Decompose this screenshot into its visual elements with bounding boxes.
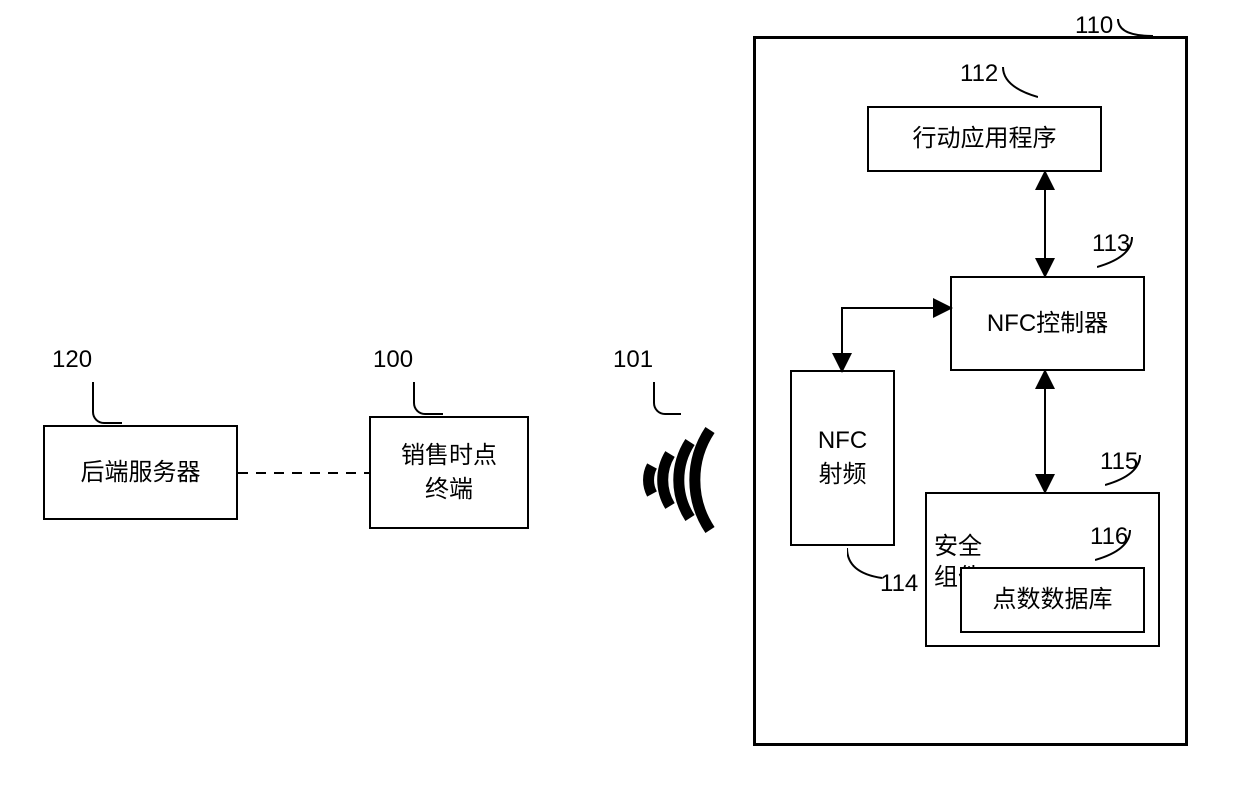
- box-nfc-controller: NFC控制器: [950, 276, 1145, 371]
- ref-120: 120: [52, 346, 92, 374]
- tick-113: [1097, 237, 1137, 277]
- wireless-icon: [608, 400, 738, 560]
- box-backend-server: 后端服务器: [43, 425, 238, 520]
- tick-100: [413, 382, 443, 415]
- box-points-db: 点数数据库: [960, 567, 1145, 633]
- box-nfc-rf: NFC 射频: [790, 370, 895, 546]
- label-nfc-controller: NFC控制器: [987, 307, 1108, 341]
- line-server-to-pos: [238, 470, 369, 476]
- tick-114: [847, 548, 887, 580]
- ref-100: 100: [373, 346, 413, 374]
- label-points-db: 点数数据库: [993, 583, 1113, 617]
- tick-116: [1095, 530, 1135, 568]
- tick-110: [1113, 19, 1153, 41]
- tick-120: [92, 382, 122, 424]
- ref-101: 101: [613, 346, 653, 374]
- label-pos-terminal: 销售时点 终端: [401, 439, 497, 506]
- arrow-controller-secure: [1035, 371, 1055, 492]
- box-pos-terminal: 销售时点 终端: [369, 416, 529, 529]
- ref-112: 112: [960, 60, 998, 88]
- ref-110: 110: [1075, 12, 1113, 40]
- arrow-controller-rf: [830, 295, 955, 375]
- tick-115: [1105, 455, 1145, 493]
- tick-112: [998, 67, 1038, 107]
- label-nfc-rf: NFC 射频: [818, 424, 867, 491]
- label-backend-server: 后端服务器: [81, 456, 201, 490]
- box-mobile-app: 行动应用程序: [867, 106, 1102, 172]
- arrow-app-controller: [1035, 172, 1055, 276]
- label-mobile-app: 行动应用程序: [913, 122, 1057, 156]
